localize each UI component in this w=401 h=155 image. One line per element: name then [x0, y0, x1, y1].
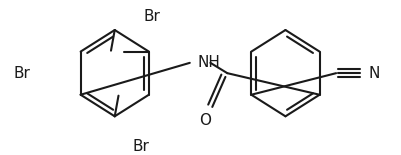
- Text: Br: Br: [133, 139, 150, 154]
- Text: NH: NH: [197, 55, 220, 70]
- Text: O: O: [199, 113, 211, 128]
- Text: Br: Br: [14, 66, 30, 81]
- Text: Br: Br: [144, 9, 161, 24]
- Text: N: N: [368, 66, 379, 81]
